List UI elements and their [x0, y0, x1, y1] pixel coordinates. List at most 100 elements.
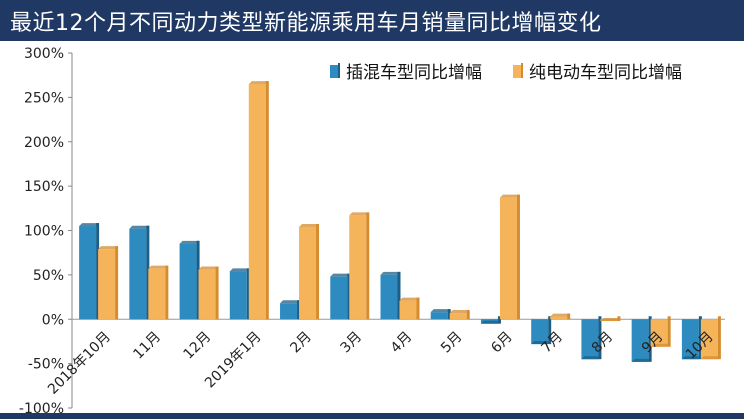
y-tick-label: 0%: [42, 312, 64, 328]
legend-swatch-side: [338, 63, 340, 78]
bev-bar: [600, 316, 621, 322]
bar-cap: [299, 223, 320, 227]
bar-cap: [79, 223, 100, 227]
phev-bar: [480, 316, 501, 324]
y-tick-label: 100%: [24, 224, 64, 240]
bar-cap: [449, 310, 470, 314]
phev-bar: [179, 240, 200, 320]
bar-side: [416, 297, 420, 320]
category-label: 11月: [130, 329, 164, 363]
legend-item-bev: 纯电动车型同比增幅: [513, 63, 682, 83]
bar-side: [667, 316, 671, 347]
bar-cap: [229, 268, 250, 272]
bar-side: [717, 316, 721, 360]
bar-front: [449, 313, 467, 320]
bar-side: [165, 265, 169, 320]
bar-cap: [650, 343, 671, 347]
bar-front: [280, 303, 298, 320]
legend-swatch-side: [521, 63, 523, 78]
bar-cap: [380, 271, 401, 275]
bar-cap: [148, 265, 169, 269]
bar-side: [516, 194, 520, 320]
bar-cap: [179, 240, 200, 244]
bar-front: [248, 84, 266, 320]
bar-side: [397, 271, 401, 320]
category-label: 2月: [287, 329, 315, 357]
bar-side: [447, 309, 451, 320]
category-label: 6月: [488, 329, 516, 357]
bev-bar: [248, 81, 269, 320]
phev-bar: [380, 271, 401, 320]
bar-front: [681, 319, 699, 360]
bar-cap: [280, 300, 301, 304]
bar-cap: [531, 341, 552, 345]
y-tick-label: -50%: [28, 357, 64, 373]
legend-swatch: [513, 65, 521, 78]
legend-swatch: [330, 65, 338, 78]
bars: [79, 81, 721, 362]
phev-bar: [79, 223, 100, 320]
chart-title: 最近12个月不同动力类型新能源乘用车月销量同比增幅变化: [10, 10, 602, 36]
phev-bar: [430, 309, 451, 320]
category-label: 5月: [438, 329, 466, 357]
y-tick-label: 150%: [24, 179, 64, 195]
bar-cap: [248, 81, 269, 85]
bar-side: [347, 273, 351, 320]
phev-bar: [229, 268, 250, 320]
legend-item-phev: 插混车型同比增幅: [330, 63, 482, 83]
bev-bar: [499, 194, 520, 320]
bar-cap: [600, 318, 621, 322]
bev-bar: [148, 265, 169, 320]
title-bar: 最近12个月不同动力类型新能源乘用车月销量同比增幅变化: [0, 0, 744, 41]
bar-cap: [198, 266, 219, 270]
bar-front: [499, 197, 517, 320]
bar-front: [399, 300, 417, 320]
bar-front: [550, 316, 568, 320]
phev-bar: [129, 225, 150, 320]
phev-bar: [581, 316, 602, 360]
legend-label: 插混车型同比增幅: [346, 63, 482, 83]
bar-cap: [681, 356, 702, 360]
bar-front: [380, 274, 398, 320]
legend-label: 纯电动车型同比增幅: [529, 63, 682, 83]
bar-front: [148, 268, 166, 320]
category-label: 3月: [338, 329, 366, 357]
bev-bar: [399, 297, 420, 320]
bev-bar: [299, 223, 320, 320]
bar-side: [316, 223, 320, 320]
category-label: 4月: [388, 329, 416, 357]
y-tick-label: 50%: [33, 268, 64, 284]
bar-cap: [349, 212, 370, 216]
bar-side: [698, 316, 702, 360]
y-tick-label: 300%: [24, 46, 64, 62]
bottom-bar: [0, 413, 744, 419]
bar-side: [96, 223, 100, 320]
bar-side: [497, 316, 501, 324]
bar-front: [531, 319, 549, 345]
bar-cap: [581, 356, 602, 360]
bar-front: [299, 226, 317, 320]
bar-side: [246, 268, 250, 320]
bar-cap: [550, 313, 571, 317]
bar-front: [79, 226, 97, 320]
bar-front: [700, 319, 718, 360]
bar-side: [567, 313, 571, 320]
bar-side: [196, 240, 200, 320]
bev-bar: [650, 316, 671, 347]
y-tick-label: 250%: [24, 90, 64, 106]
phev-bar: [330, 273, 351, 320]
category-label: 12月: [181, 329, 215, 363]
bar-front: [430, 312, 448, 320]
bar-front: [631, 319, 649, 362]
legend: 插混车型同比增幅 纯电动车型同比增幅: [330, 63, 682, 83]
bar-side: [265, 81, 269, 320]
phev-bar: [631, 316, 652, 362]
bar-side: [648, 316, 652, 362]
bev-bar: [198, 266, 219, 320]
bar-front: [330, 276, 348, 320]
bar-side: [466, 310, 470, 320]
bev-bar: [700, 316, 721, 360]
bar-front: [349, 215, 367, 320]
